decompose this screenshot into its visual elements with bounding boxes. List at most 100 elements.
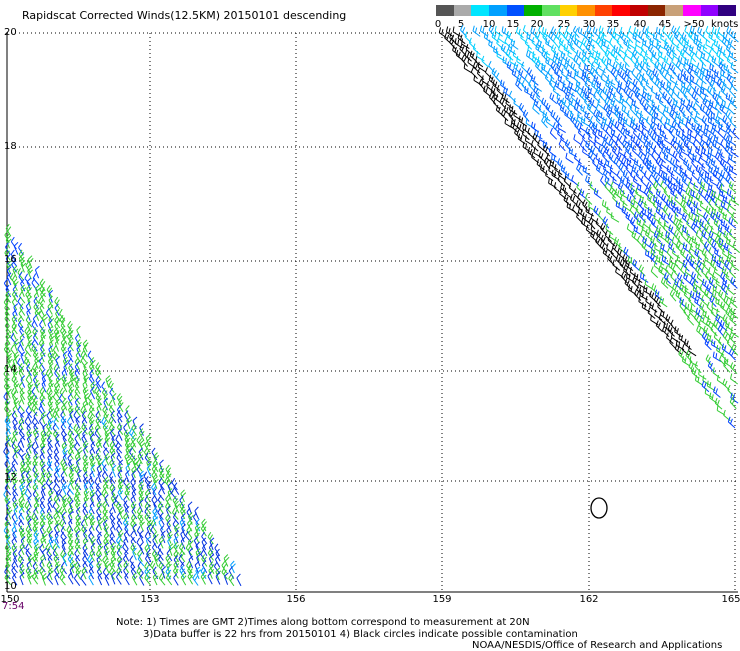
wind-barb (27, 320, 32, 334)
wind-barb (655, 73, 664, 86)
wind-barb (111, 500, 117, 514)
wind-barb (699, 302, 707, 314)
wind-barb (39, 495, 46, 509)
wind-barb (60, 470, 67, 484)
wind-barb (660, 242, 669, 254)
wind-barb (652, 68, 660, 81)
wind-barb (709, 63, 718, 74)
wind-barb (192, 573, 199, 586)
wind-barb (565, 152, 574, 164)
wind-barb (541, 97, 549, 110)
wind-barb (12, 452, 19, 465)
wind-barb (522, 24, 531, 37)
wind-barb (723, 242, 733, 254)
wind-barb (659, 164, 668, 175)
wind-barb (695, 290, 705, 302)
wind-barb (31, 386, 38, 400)
wind-barb (609, 186, 616, 199)
wind-barb (678, 349, 686, 361)
lat-label-14: 14 (4, 364, 17, 375)
wind-barb (75, 513, 81, 527)
wind-barb (614, 236, 622, 249)
wind-barb (597, 157, 607, 169)
wind-barb (13, 397, 20, 411)
wind-barb (582, 69, 591, 81)
wind-barb (76, 427, 83, 441)
wind-barb (48, 345, 53, 358)
wind-barb (179, 517, 186, 531)
wind-barb (139, 439, 146, 453)
wind-barb (645, 295, 654, 308)
wind-barb (651, 283, 659, 295)
wind-barb (27, 494, 32, 508)
wind-barb (603, 103, 611, 116)
wind-barb (144, 512, 151, 525)
wind-barb (195, 518, 201, 532)
wind-barb (680, 133, 688, 146)
wind-barb (5, 284, 12, 298)
wind-barb (672, 264, 679, 277)
wind-barb (677, 235, 686, 247)
wind-barb (89, 470, 95, 484)
wind-barb (174, 530, 179, 544)
wind-barb (74, 483, 81, 496)
wind-barb (42, 423, 48, 437)
wind-barb (179, 565, 185, 579)
wind-barb (675, 159, 684, 171)
wind-barb (69, 410, 75, 423)
wind-barb (67, 344, 73, 358)
wind-barb (215, 548, 221, 562)
wind-barb (90, 464, 96, 478)
wind-barb (13, 338, 20, 352)
wind-barb (674, 194, 682, 206)
wind-barb (728, 199, 737, 211)
wind-barb (53, 553, 60, 567)
wind-barb (640, 272, 649, 283)
wind-barb (88, 525, 95, 538)
wind-barb (526, 32, 535, 43)
wind-barb (714, 397, 723, 410)
wind-barb (657, 135, 666, 147)
wind-barb (173, 482, 180, 495)
wind-barb (109, 446, 116, 459)
wind-barb (131, 423, 138, 436)
wind-barb (10, 332, 18, 346)
wind-barb (80, 356, 87, 369)
wind-barb (481, 55, 489, 68)
wind-barb (12, 265, 19, 279)
wind-barb (102, 555, 109, 568)
wind-barb (180, 536, 186, 550)
wind-barb (711, 253, 720, 265)
wind-barb (669, 337, 677, 350)
wind-barb (11, 297, 18, 310)
wind-barb (699, 90, 707, 103)
wind-barb (24, 465, 32, 478)
wind-barb (486, 80, 495, 93)
wind-barb (67, 572, 74, 585)
wind-barb (94, 428, 102, 441)
wind-barb (574, 120, 582, 133)
note-line-2: 3)Data buffer is 22 hrs from 20150101 4)… (143, 629, 578, 640)
wind-barb (657, 122, 666, 134)
wind-barb (60, 410, 67, 423)
wind-barb (636, 55, 643, 69)
wind-barb (676, 43, 684, 56)
wind-barb (3, 278, 10, 292)
wind-barb (152, 572, 159, 586)
wind-barb (139, 423, 144, 436)
wind-barb (707, 102, 715, 115)
wind-barb (476, 51, 485, 62)
wind-barb (712, 367, 721, 379)
wind-barb (619, 44, 628, 56)
wind-barb (725, 92, 735, 104)
wind-barb (653, 212, 662, 224)
wind-barb (530, 26, 539, 38)
wind-barb (648, 140, 657, 152)
wind-barb (667, 212, 675, 225)
wind-barb (510, 38, 519, 50)
wind-barb (12, 429, 19, 442)
wind-barb (602, 33, 611, 44)
wind-barb (494, 25, 503, 37)
wind-barb (598, 110, 607, 122)
wind-barb (513, 97, 522, 109)
